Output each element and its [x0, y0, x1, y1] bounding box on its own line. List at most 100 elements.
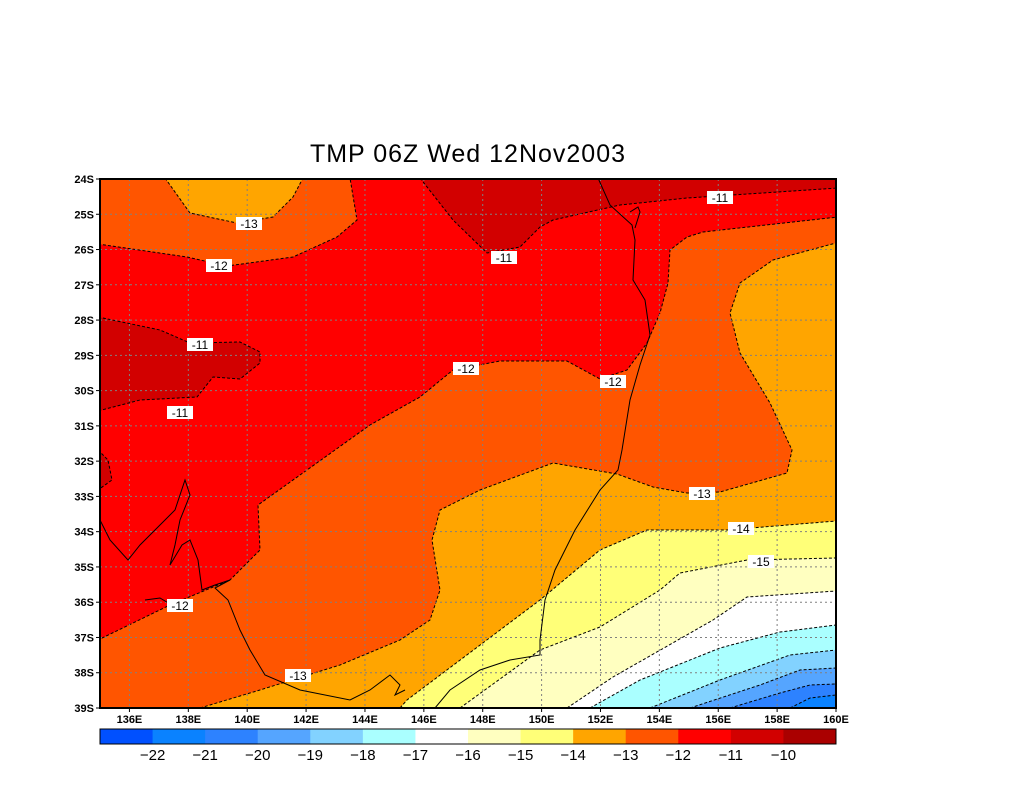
legend-swatch	[310, 729, 364, 744]
svg-text:-12: -12	[171, 599, 189, 613]
svg-text:-12: -12	[210, 259, 228, 273]
contour-label: -12	[206, 259, 232, 273]
gridlines	[100, 179, 836, 708]
y-tick-label: 36S	[74, 597, 94, 609]
legend-swatch	[730, 729, 784, 744]
y-tick-label: 28S	[74, 315, 94, 327]
coastline-east	[434, 179, 651, 708]
x-tick-label: 146E	[411, 714, 437, 726]
coastline-inlet	[629, 206, 641, 229]
x-axis-ticks: 136E 138E 140E 142E 144E 146E 148E 150E 152E 154E…	[117, 708, 849, 726]
legend-label: −21	[192, 747, 217, 764]
y-tick-label: 26S	[74, 245, 94, 257]
contour-label: -11	[187, 338, 213, 352]
svg-text:-15: -15	[752, 555, 770, 569]
legend-label: −22	[140, 747, 165, 764]
legend-swatch	[100, 729, 154, 744]
legend-swatch	[678, 729, 732, 744]
legend-frame	[99, 728, 837, 745]
contour-label: -11	[491, 251, 517, 265]
legend-swatch	[205, 729, 259, 744]
plot-title: TMP 06Z Wed 12Nov2003	[309, 140, 627, 168]
contour-label: -14	[728, 522, 754, 536]
legend-label: −11	[719, 747, 743, 764]
svg-text:-11: -11	[192, 338, 209, 352]
x-tick-label: 138E	[175, 714, 201, 726]
legend-label: −10	[771, 747, 796, 764]
y-tick-label: 38S	[74, 668, 94, 680]
legend-swatch	[415, 729, 469, 744]
svg-text:-11: -11	[712, 191, 729, 205]
legend-swatch	[783, 729, 837, 744]
band-minus11-minus10-top	[420, 179, 836, 254]
x-tick-label: 144E	[352, 714, 378, 726]
contour-label: -13	[236, 217, 262, 231]
legend-label: −18	[350, 747, 375, 764]
band-minus11-minus10-left	[100, 316, 261, 411]
y-tick-label: 29S	[74, 350, 94, 362]
map-frame	[99, 178, 837, 709]
contour-label: -13	[285, 669, 311, 683]
contour-label: -12	[453, 362, 479, 376]
y-tick-label: 39S	[74, 703, 94, 715]
contour-label: -11	[167, 406, 193, 420]
legend-label: −15	[508, 747, 533, 764]
svg-text:-13: -13	[693, 487, 711, 501]
legend-label: −19	[298, 747, 323, 764]
y-tick-label: 37S	[74, 632, 94, 644]
contour-label: -12	[600, 375, 626, 389]
legend-swatch	[468, 729, 522, 744]
legend-swatch	[625, 729, 679, 744]
legend-swatch	[573, 729, 627, 744]
x-tick-label: 154E	[647, 714, 673, 726]
y-tick-label: 27S	[74, 280, 94, 292]
x-tick-label: 140E	[234, 714, 260, 726]
y-tick-label: 34S	[74, 527, 94, 539]
svg-text:-12: -12	[604, 375, 622, 389]
svg-text:-13: -13	[240, 217, 258, 231]
x-tick-label: 142E	[293, 714, 319, 726]
contour-label: -12	[167, 599, 193, 613]
contour-labels: -13 -12 -11 -11 -11 -11 -12 -12 -13 -13 …	[167, 191, 774, 683]
legend-swatch	[257, 729, 311, 744]
y-tick-label: 31S	[74, 421, 94, 433]
legend-swatch	[362, 729, 416, 744]
y-axis-ticks: 24S 25S 26S 27S 28S 29S 30S 31S 32S 33S 34S 35S 36S 3…	[74, 174, 100, 715]
legend-swatch	[152, 729, 206, 744]
legend-label: −16	[455, 747, 480, 764]
contour-label: -11	[707, 191, 733, 205]
legend-label: −14	[560, 747, 585, 764]
svg-text:-11: -11	[172, 406, 189, 420]
svg-text:-13: -13	[289, 669, 307, 683]
y-tick-label: 33S	[74, 491, 94, 503]
x-tick-label: 158E	[764, 714, 790, 726]
legend-label: −13	[613, 747, 638, 764]
coastline-south	[100, 478, 406, 701]
band-minus11-minus10-edge	[100, 451, 113, 490]
x-tick-label: 160E	[823, 714, 849, 726]
y-tick-label: 32S	[74, 456, 94, 468]
svg-text:-14: -14	[732, 522, 750, 536]
coastline-peninsula	[144, 597, 171, 605]
x-tick-label: 136E	[117, 714, 143, 726]
color-legend: −22 −21 −20 −19 −18 −17 −16 −15 −14 −13 −12 −11 −10	[99, 728, 837, 764]
band-minus14-minus13-topleft	[165, 179, 304, 224]
contour-label: -15	[748, 555, 774, 569]
y-tick-label: 24S	[74, 174, 94, 186]
x-tick-label: 156E	[705, 714, 731, 726]
band-minus22-minus21	[789, 694, 836, 708]
svg-text:-11: -11	[496, 251, 513, 265]
y-tick-label: 35S	[74, 562, 94, 574]
legend-label: −12	[666, 747, 691, 764]
y-tick-label: 30S	[74, 386, 94, 398]
svg-text:-12: -12	[457, 362, 475, 376]
contour-label: -13	[689, 487, 715, 501]
legend-swatch	[520, 729, 574, 744]
y-tick-label: 25S	[74, 209, 94, 221]
x-tick-label: 148E	[470, 714, 496, 726]
x-tick-label: 152E	[588, 714, 614, 726]
x-tick-label: 150E	[529, 714, 555, 726]
legend-label: −17	[403, 747, 428, 764]
legend-label: −20	[245, 747, 270, 764]
